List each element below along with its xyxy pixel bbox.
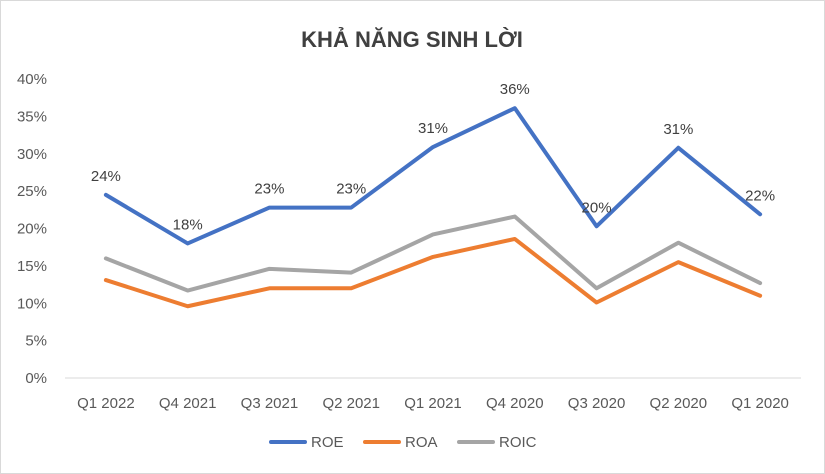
data-label-roe: 36% [500, 81, 530, 98]
y-tick-label: 10% [17, 295, 47, 312]
x-tick-label: Q1 2021 [404, 395, 462, 412]
data-label-roe: 18% [173, 216, 203, 233]
x-tick-label: Q4 2021 [159, 395, 217, 412]
data-labels: 24% 18% 23% 23% 31% 36% 20% 31% 22% [91, 81, 775, 233]
legend-label-roe: ROE [311, 434, 344, 451]
series-line-roa [103, 236, 763, 309]
data-label-roe: 31% [663, 121, 693, 138]
y-tick-label: 20% [17, 221, 47, 238]
x-tick-label: Q3 2020 [568, 395, 626, 412]
series-line-roic [103, 214, 763, 293]
data-label-roe: 20% [582, 199, 612, 216]
x-tick-label: Q4 2020 [486, 395, 544, 412]
y-tick-label: 15% [17, 258, 47, 275]
chart-title: KHẢ NĂNG SINH LỜI [301, 27, 523, 52]
legend-label-roa: ROA [405, 434, 438, 451]
data-label-roe: 23% [336, 181, 366, 198]
y-tick-label: 0% [25, 370, 47, 387]
data-label-roe: 23% [254, 181, 284, 198]
y-tick-label: 40% [17, 71, 47, 88]
axes: 0% 5% 10% 15% 20% 25% 30% 35% 40% Q1 2022 Q4 2021 Q… [17, 71, 801, 412]
y-tick-label: 35% [17, 108, 47, 125]
series-line-roe [103, 106, 763, 246]
y-tick-label: 25% [17, 183, 47, 200]
series-lines [103, 106, 763, 309]
legend: ROE ROA ROIC [269, 434, 537, 451]
y-tick-label: 5% [25, 333, 47, 350]
data-label-roe: 31% [418, 120, 448, 137]
x-tick-label: Q1 2020 [731, 395, 789, 412]
x-tick-label: Q2 2020 [650, 395, 708, 412]
x-tick-label: Q2 2021 [322, 395, 380, 412]
legend-label-roic: ROIC [499, 434, 537, 451]
y-tick-label: 30% [17, 146, 47, 163]
x-tick-label: Q1 2022 [77, 395, 135, 412]
data-label-roe: 22% [745, 187, 775, 204]
data-label-roe: 24% [91, 168, 121, 185]
x-tick-label: Q3 2021 [241, 395, 299, 412]
